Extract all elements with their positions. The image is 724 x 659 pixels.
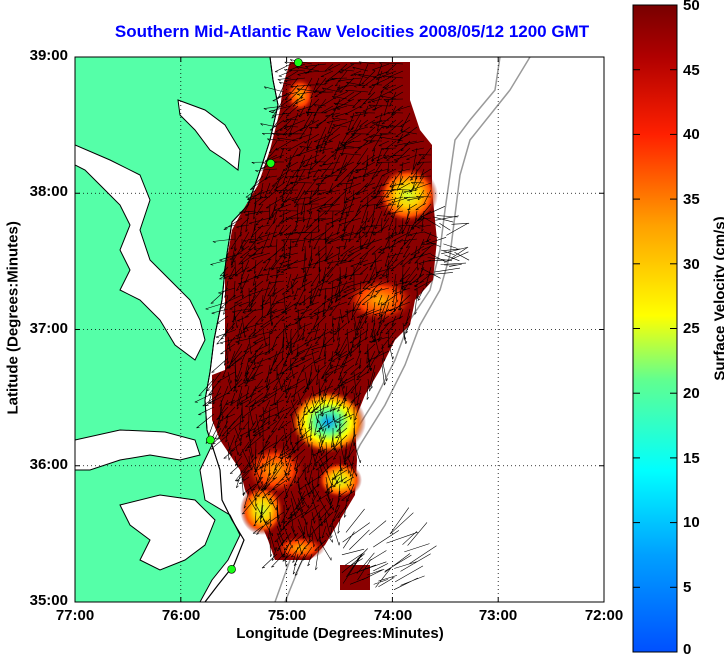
radar-sites (206, 58, 303, 574)
colorbar-tick-label: 15 (683, 450, 700, 467)
barrier-island (204, 444, 245, 602)
colorbar-tick-label: 20 (683, 385, 700, 402)
colorbar-tick-label: 30 (683, 256, 700, 273)
chesapeake-bay (75, 144, 206, 361)
low-speed-region (290, 390, 366, 454)
colorbar-tick-label: 5 (683, 579, 692, 596)
colorbar-tick-label: 50 (683, 0, 700, 14)
velocity-vector-set (194, 59, 470, 590)
coastline (204, 57, 279, 446)
colorbar-ticks (633, 4, 677, 653)
colorbar-tick-label: 10 (683, 514, 700, 531)
x-tick-label: 75:00 (267, 607, 307, 624)
colorbar-tick-label: 40 (683, 126, 700, 143)
radar-site-marker (227, 564, 236, 574)
x-tick-label: 73:00 (478, 607, 518, 624)
colorbar-title: Surface Velocity (cm/s) (711, 216, 724, 381)
low-speed-region (378, 167, 438, 223)
colorbar-tick-label: 25 (683, 320, 700, 337)
y-tick-label: 38:00 (29, 183, 68, 200)
grid-lines (75, 57, 604, 602)
pamlico-sound (119, 494, 216, 571)
velocity-vectors (194, 59, 470, 590)
radar-site-marker (206, 435, 215, 445)
x-axis-title: Longitude (Degrees:Minutes) (236, 625, 444, 642)
y-tick-label: 36:00 (29, 456, 68, 473)
radar-site-marker (266, 158, 276, 168)
y-tick-label: 37:00 (29, 320, 68, 337)
y-axis-title: Latitude (Degrees:Minutes) (4, 221, 22, 415)
albemarle-sound (75, 429, 201, 471)
colorbar-tick-label: 0 (683, 641, 692, 658)
x-tick-label: 72:00 (584, 607, 624, 624)
x-tick-label: 74:00 (373, 607, 413, 624)
chart-title: Southern Mid-Atlantic Raw Velocities 200… (114, 22, 590, 41)
x-tick-label: 76:00 (161, 607, 201, 624)
radar-site-marker (293, 58, 303, 67)
y-tick-label: 39:00 (29, 47, 68, 64)
colorbar (632, 4, 678, 653)
y-tick-label: 35:00 (29, 592, 68, 609)
colorbar-tick-label: 45 (683, 62, 700, 79)
colorbar-tick-label: 35 (683, 191, 700, 208)
delaware-bay (177, 99, 241, 171)
x-tick-label: 77:00 (55, 607, 95, 624)
